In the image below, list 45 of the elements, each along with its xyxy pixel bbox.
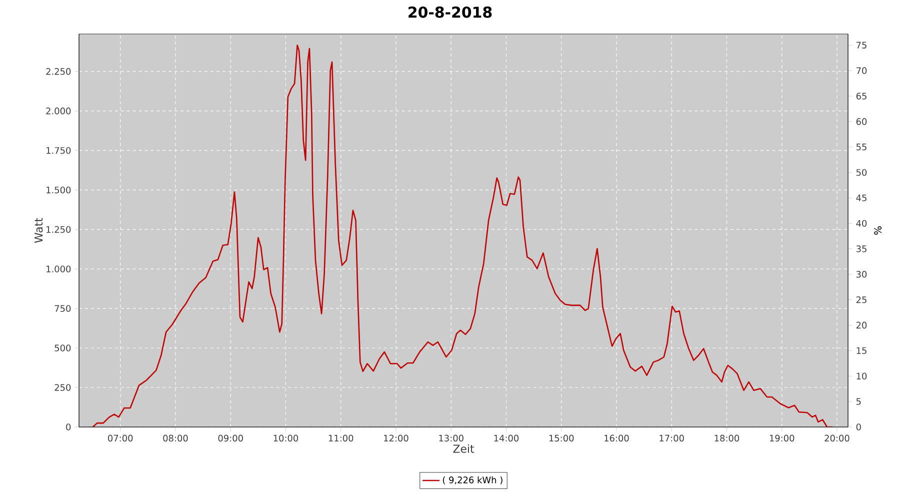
y2-tick-label: 55 (856, 144, 866, 150)
y-tick-label: 1.750 (46, 147, 71, 154)
x-tick-label: 12:00 (384, 434, 408, 442)
y2-axis-title: % (874, 226, 882, 235)
y-tick-label: 1.500 (46, 186, 71, 194)
y2-tick-label: 40 (856, 220, 867, 227)
y2-tick-label: 30 (856, 270, 867, 278)
y-tick-label: 2.250 (46, 68, 71, 75)
y-tick-label: 0 (66, 424, 71, 430)
x-tick-label: 14:00 (494, 434, 519, 442)
x-tick-label: 19:00 (770, 434, 794, 442)
x-tick-label: 08:00 (163, 434, 188, 442)
y-tick-label: 250 (54, 384, 71, 391)
y-tick-label: 1.000 (46, 266, 71, 272)
x-tick-label: 15:00 (549, 434, 574, 442)
x-tick-label: 18:00 (714, 434, 740, 442)
x-tick-label: 10:00 (274, 434, 298, 442)
x-axis-title: Zeit (453, 444, 474, 453)
y2-tick-label: 15 (856, 347, 866, 354)
y2-tick-label: 35 (856, 245, 866, 252)
y-tick-label: 750 (54, 305, 71, 312)
y2-tick-label: 0 (856, 424, 861, 430)
x-tick-label: 17:00 (660, 434, 684, 442)
y-axis-title: Watt (34, 218, 43, 243)
chart-title: 20-8-2018 (408, 6, 492, 18)
y2-tick-label: 25 (856, 296, 866, 304)
y-tick-label: 1.250 (46, 226, 71, 233)
x-tick-label: 13:00 (439, 434, 464, 442)
x-tick-label: 11:00 (328, 434, 354, 442)
x-tick-label: 20:00 (824, 434, 850, 442)
x-tick-label: 07:00 (108, 434, 133, 442)
y2-tick-label: 60 (856, 118, 867, 125)
y-tick-label: 500 (54, 344, 71, 352)
y2-tick-label: 10 (856, 372, 867, 380)
y2-tick-label: 70 (856, 67, 867, 74)
y-tick-label: 2.000 (46, 108, 71, 114)
legend-label: ( 9,226 kWh ) (442, 476, 502, 484)
y2-tick-label: 45 (856, 194, 866, 202)
y2-tick-label: 20 (856, 322, 867, 329)
x-tick-label: 16:00 (604, 434, 629, 442)
y2-tick-label: 65 (856, 92, 866, 100)
x-tick-label: 09:00 (218, 434, 243, 442)
y2-tick-label: 5 (856, 398, 861, 405)
y2-tick-label: 75 (856, 42, 866, 49)
y2-tick-label: 50 (856, 169, 867, 176)
